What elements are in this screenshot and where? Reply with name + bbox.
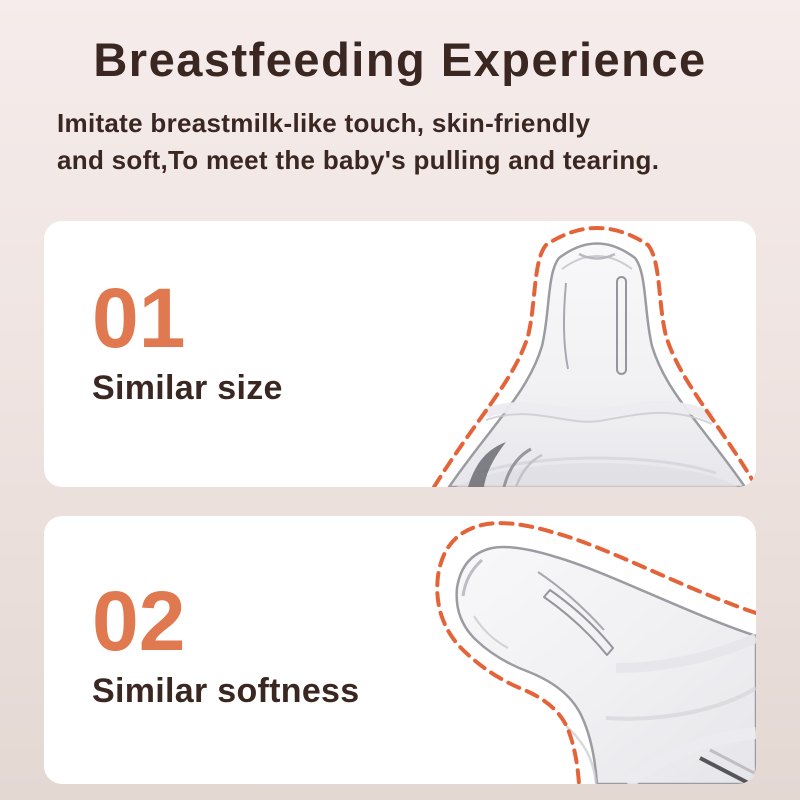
card-2-text: 02 Similar softness xyxy=(92,573,360,711)
page-subtitle: Imitate breastmilk-like touch, skin-frie… xyxy=(0,105,800,179)
feature-card-similar-size: 01 Similar size xyxy=(44,220,756,487)
page-title: Breastfeeding Experience xyxy=(93,33,707,86)
feature-card-similar-softness: 02 Similar softness xyxy=(44,515,756,784)
card-2-number: 02 xyxy=(92,573,186,668)
card-1-label: Similar size xyxy=(92,368,283,407)
dashed-contour-line xyxy=(435,520,756,784)
subtitle-line-2: and soft,To meet the baby's pulling and … xyxy=(57,144,660,175)
dashed-contour-line xyxy=(432,225,755,487)
card-2-label: Similar softness xyxy=(92,671,360,710)
bent-nipple-illustration xyxy=(435,520,756,784)
subtitle-line-1: Imitate breastmilk-like touch, skin-frie… xyxy=(57,108,591,138)
card-1-number: 01 xyxy=(92,270,186,365)
upright-nipple-illustration xyxy=(432,225,755,487)
card-1-text: 01 Similar size xyxy=(92,270,283,408)
